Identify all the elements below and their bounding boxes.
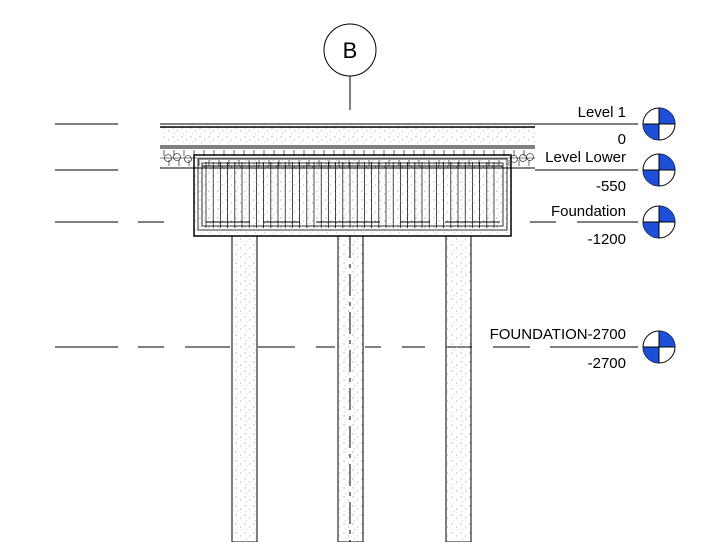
level-head-level-1[interactable]: Level 1 0	[535, 104, 676, 148]
level-elevation: 0	[618, 131, 626, 148]
level-lines	[55, 123, 556, 348]
level-head-foundation-2700[interactable]: FOUNDATION-2700 -2700	[490, 326, 676, 372]
level-head-icon	[642, 107, 676, 141]
level-head-foundation[interactable]: Foundation -1200	[551, 203, 676, 248]
level-elevation: -2700	[588, 355, 626, 372]
level-name: Level Lower	[545, 149, 626, 166]
level-head-icon	[642, 205, 676, 239]
pile-cap[interactable]	[193, 154, 512, 237]
level-head-icon	[642, 153, 676, 187]
pile-center[interactable]	[337, 235, 364, 542]
level-head-level-lower[interactable]: Level Lower -550	[535, 149, 676, 195]
level-elevation: -550	[596, 178, 626, 195]
level-head-icon	[642, 330, 676, 364]
level-name: FOUNDATION-2700	[490, 326, 626, 343]
level-name: Foundation	[551, 203, 626, 220]
grid-bubble-icon[interactable]: B	[323, 23, 377, 77]
floor-slab[interactable]	[160, 123, 535, 147]
pile-right[interactable]	[445, 235, 472, 542]
level-elevation: -1200	[588, 231, 626, 248]
grid-label: B	[343, 38, 358, 63]
pile-left[interactable]	[231, 235, 258, 542]
level-name: Level 1	[578, 104, 626, 121]
